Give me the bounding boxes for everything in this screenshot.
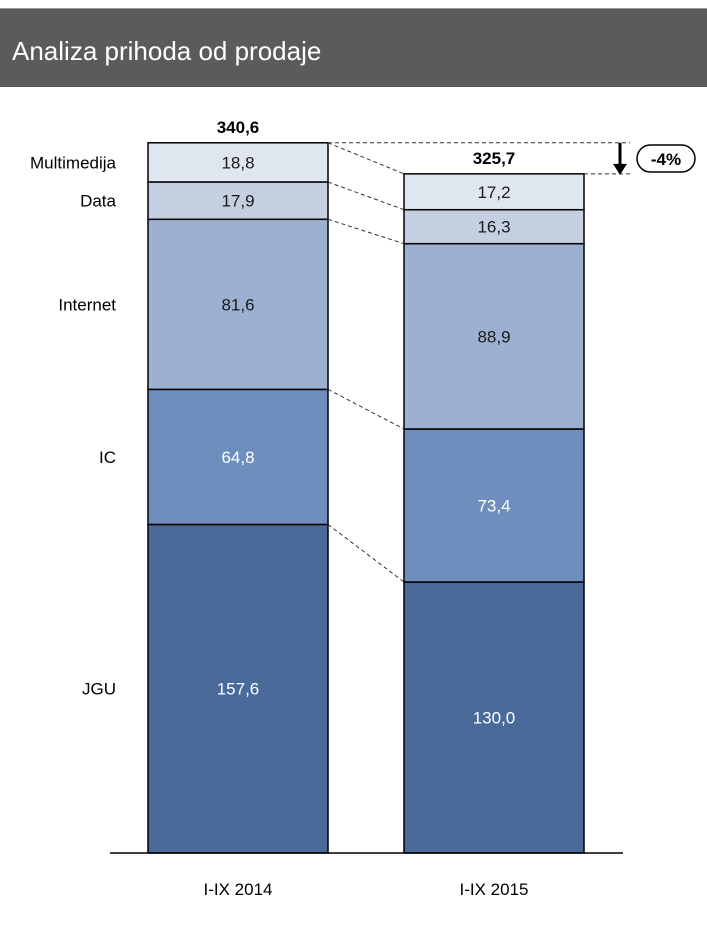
connector-line	[327, 388, 405, 430]
connector-line	[327, 218, 405, 245]
connector-line	[327, 181, 405, 211]
category-label: I-IX 2014	[204, 880, 273, 899]
data-label: 88,9	[477, 327, 510, 346]
page-title: Analiza prihoda od prodaje	[12, 36, 322, 66]
down-arrow-icon	[613, 163, 627, 175]
bar-segment-multimedija-2	[403, 173, 585, 211]
total-label: 325,7	[473, 149, 516, 168]
connector-line	[327, 142, 405, 175]
legend-label-multimedija: Multimedija	[30, 153, 117, 172]
bar-segment-ic-1	[147, 388, 329, 526]
change-label: -4%	[651, 150, 681, 169]
bar-segment-internet-1	[147, 218, 329, 391]
bar-segment-jgu-2	[403, 581, 585, 854]
total-label: 340,6	[217, 118, 260, 137]
legend-label-data: Data	[80, 192, 116, 211]
data-label: 157,6	[217, 680, 260, 699]
data-label: 17,2	[477, 183, 510, 202]
data-label: 64,8	[221, 448, 254, 467]
legend-label-internet: Internet	[58, 295, 116, 314]
data-label: 81,6	[221, 295, 254, 314]
bar-segment-data-2	[403, 208, 585, 245]
data-label: 17,9	[221, 192, 254, 211]
bar-segment-internet-2	[403, 242, 585, 430]
connector-line	[327, 524, 405, 583]
bar-segment-ic-2	[403, 428, 585, 583]
data-label: 73,4	[477, 497, 510, 516]
header-bar: Analiza prihoda od prodaje	[0, 8, 707, 87]
data-label: 18,8	[221, 153, 254, 172]
data-label: 130,0	[473, 709, 516, 728]
bar-segment-multimedija-1	[147, 142, 329, 183]
category-label: I-IX 2015	[460, 880, 529, 899]
data-label: 16,3	[477, 218, 510, 237]
legend-label-jgu: JGU	[82, 680, 116, 699]
change-badge	[636, 144, 696, 173]
bar-segment-data-1	[147, 181, 329, 221]
legend-label-ic: IC	[99, 448, 116, 467]
